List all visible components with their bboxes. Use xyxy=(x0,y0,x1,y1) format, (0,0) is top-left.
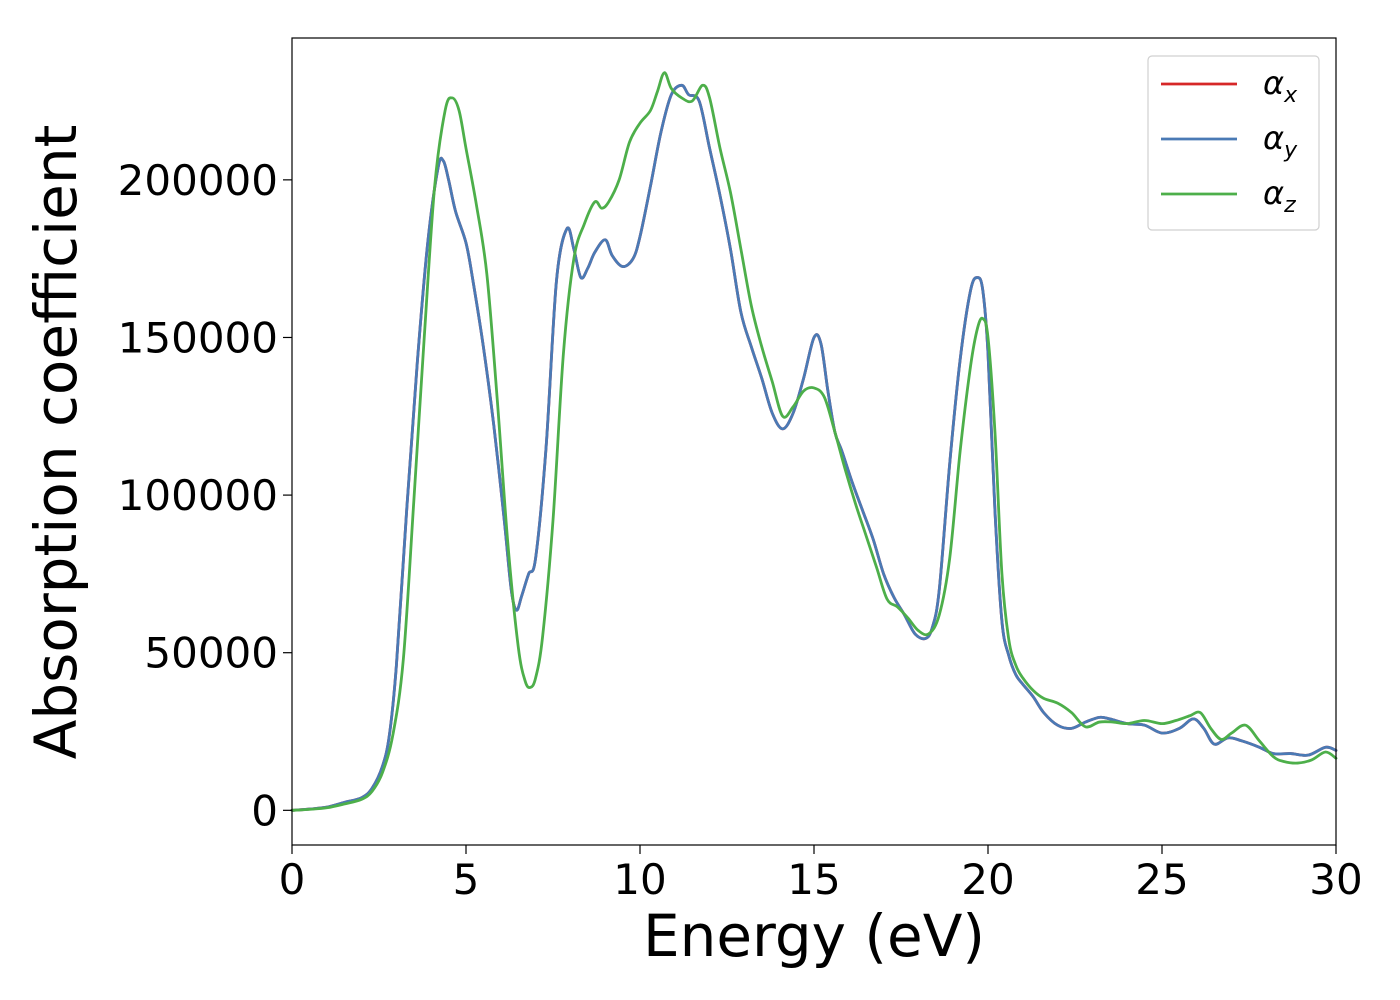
legend-label-x: αx xyxy=(1263,64,1298,108)
y-tick-label: 200000 xyxy=(118,156,278,205)
legend-frame xyxy=(1147,55,1320,231)
legend-label-y: αy xyxy=(1263,119,1298,163)
legend: αx αy αz xyxy=(1147,55,1320,231)
y-axis-ticks: 0 50000 100000 150000 200000 xyxy=(118,156,292,835)
y-axis-label: Absorption coefficient xyxy=(22,125,90,760)
x-tick-label: 10 xyxy=(613,855,666,904)
x-tick-label: 30 xyxy=(1309,855,1362,904)
x-tick-label: 20 xyxy=(961,855,1014,904)
y-tick-label: 50000 xyxy=(144,629,278,678)
x-tick-label: 0 xyxy=(279,855,306,904)
series-layer xyxy=(290,71,1338,812)
x-tick-label: 15 xyxy=(787,855,840,904)
series-line-y xyxy=(290,83,1338,812)
y-tick-label: 0 xyxy=(251,786,278,835)
legend-label-z: αz xyxy=(1263,174,1296,218)
x-tick-label: 5 xyxy=(453,855,480,904)
series-line-z xyxy=(290,71,1338,812)
x-tick-label: 25 xyxy=(1135,855,1188,904)
x-axis-label: Energy (eV) xyxy=(643,902,985,970)
y-tick-label: 100000 xyxy=(118,471,278,520)
x-axis-ticks: 0 5 10 15 20 25 30 xyxy=(279,845,1363,904)
y-tick-label: 150000 xyxy=(118,313,278,362)
